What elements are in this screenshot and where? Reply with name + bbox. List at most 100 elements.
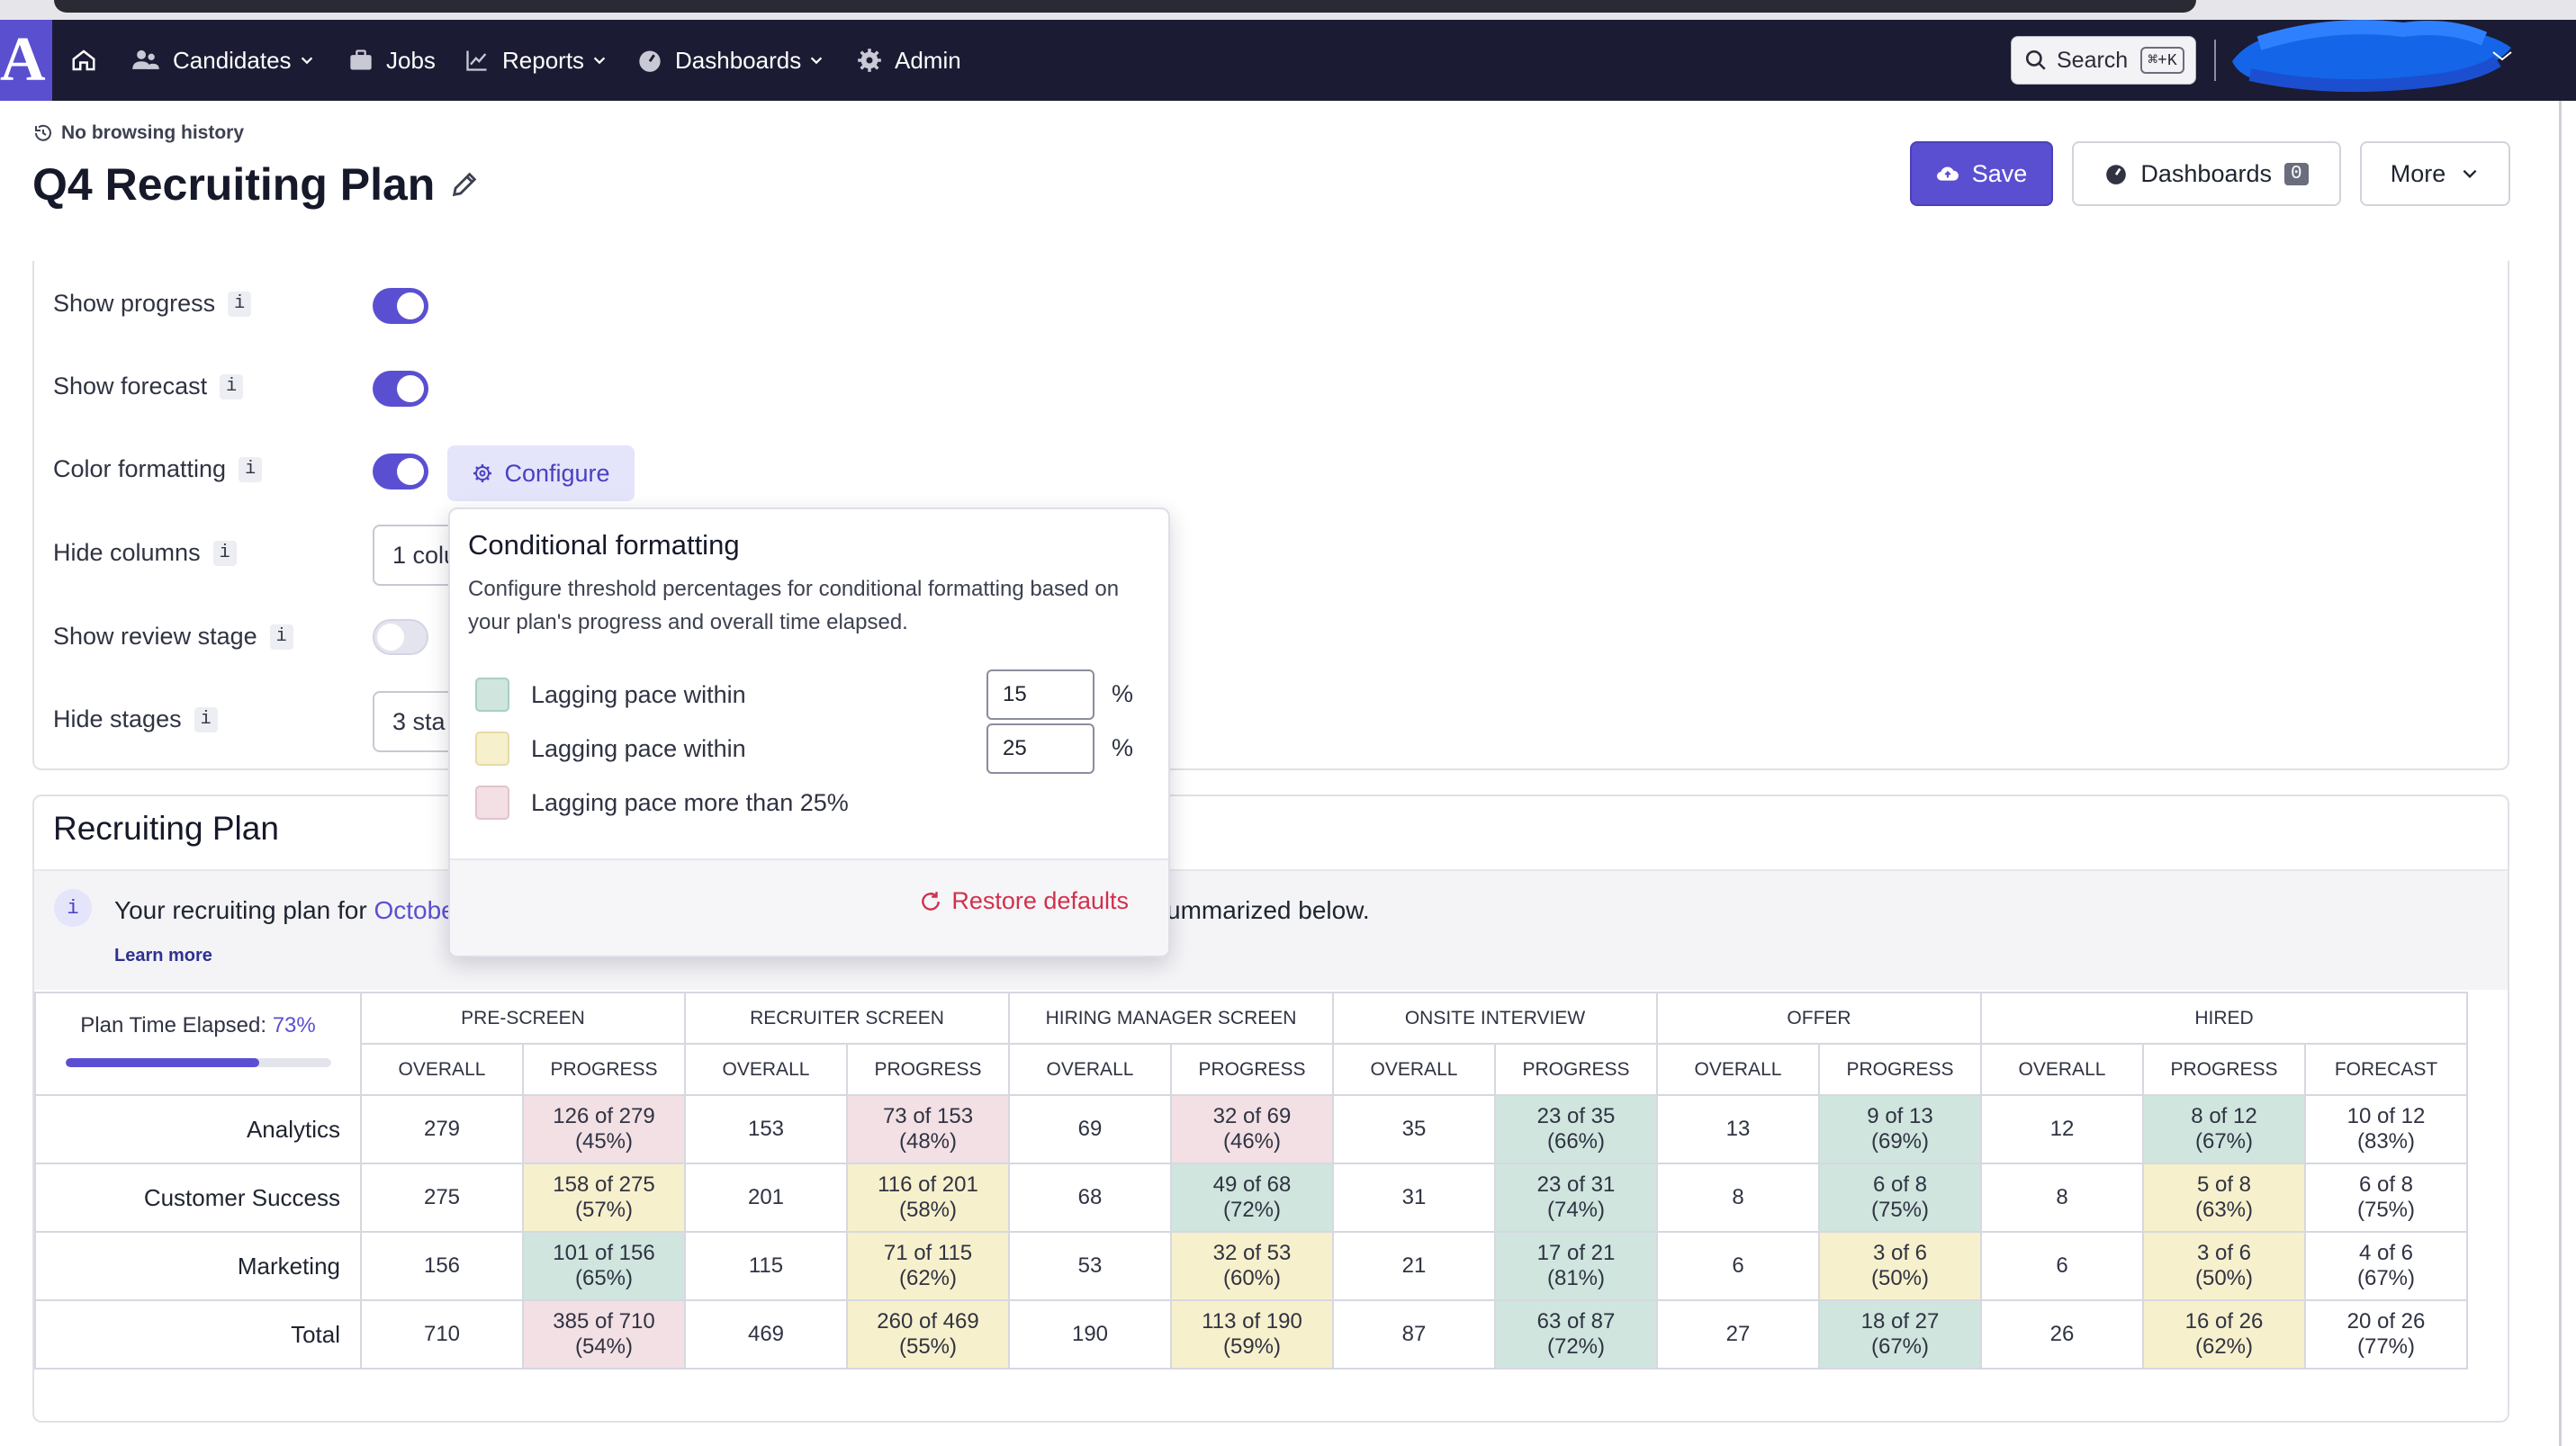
cell-value: 6 of 8: [1872, 1172, 1928, 1197]
cell-value: 275: [423, 1185, 461, 1209]
cell-value: 5 of 8: [2196, 1172, 2252, 1197]
browser-top-strip: [0, 0, 2576, 20]
table-cell: 31: [1332, 1163, 1496, 1233]
table-cell: 3 of 6 (50%): [2142, 1231, 2306, 1301]
cell-percent: (72%): [1222, 1198, 1282, 1222]
users-icon: [132, 49, 159, 69]
nav-dashboards-label: Dashboards: [675, 46, 802, 74]
banner-text-tail: ummarized below.: [1166, 896, 1370, 924]
cell-percent: (67%): [1870, 1334, 1930, 1359]
table-cell: 113 of 190 (59%): [1170, 1299, 1334, 1370]
table-cell: 279: [360, 1094, 524, 1164]
info-icon[interactable]: i: [194, 706, 218, 732]
table-cell: 469: [684, 1299, 848, 1370]
hide-stages-label: Hide stages i: [53, 705, 218, 733]
column-header-progress: PROGRESS: [1494, 1043, 1658, 1096]
cell-value: 17 of 21: [1536, 1241, 1616, 1265]
cell-value: 126 of 279: [553, 1104, 655, 1128]
cell-percent: (83%): [2356, 1129, 2416, 1154]
dashboards-button[interactable]: Dashboards 0: [2072, 141, 2341, 206]
table-cell: 68: [1008, 1163, 1172, 1233]
cell-value: 20 of 26: [2346, 1309, 2426, 1334]
show-review-stage-toggle[interactable]: [373, 619, 428, 655]
nav-dashboards[interactable]: Dashboards: [637, 20, 824, 101]
color-formatting-label: Color formatting i: [53, 455, 263, 483]
table-cell: 32 of 69 (46%): [1170, 1094, 1334, 1164]
chevron-down-icon: [593, 57, 606, 65]
table-cell: 6: [1980, 1231, 2144, 1301]
global-search-button[interactable]: Search ⌘+K: [2011, 36, 2196, 85]
hide-columns-select[interactable]: 1 colu: [373, 525, 463, 586]
recruiting-plan-table: Plan Time Elapsed: 73% PRE-SCREEN RECRUI…: [34, 992, 2468, 1370]
browsing-history[interactable]: No browsing history: [32, 122, 244, 144]
group-header: HIRED: [1980, 992, 2468, 1045]
cell-value: 63 of 87: [1536, 1309, 1616, 1334]
cell-percent: (75%): [2356, 1198, 2416, 1222]
nav-reports[interactable]: Reports: [464, 20, 608, 101]
info-icon[interactable]: i: [228, 291, 252, 317]
nav-admin[interactable]: Admin: [857, 20, 961, 101]
show-forecast-toggle[interactable]: [373, 371, 428, 407]
cell-percent: (57%): [574, 1198, 634, 1222]
table-cell: 17 of 21 (81%): [1494, 1231, 1658, 1301]
nav-candidates[interactable]: Candidates: [131, 20, 315, 101]
cell-value: 113 of 190: [1202, 1309, 1302, 1334]
cell-percent: (66%): [1546, 1129, 1606, 1154]
more-label: More: [2390, 159, 2446, 187]
page-title: Q4 Recruiting Plan: [32, 158, 480, 211]
banner-prefix: Your recruiting plan for: [114, 896, 374, 924]
app-logo[interactable]: A: [0, 20, 52, 101]
cell-value: 8 of 12: [2191, 1104, 2257, 1128]
configure-button[interactable]: Configure: [447, 445, 635, 501]
restore-defaults-button[interactable]: Restore defaults: [919, 887, 1129, 915]
more-button[interactable]: More: [2360, 141, 2510, 206]
nav-divider: [2214, 40, 2216, 81]
dashboards-count-badge: 0: [2283, 162, 2309, 185]
hide-stages-text: Hide stages: [53, 705, 182, 732]
cell-percent: (63%): [2194, 1198, 2254, 1222]
cell-percent: (81%): [1546, 1266, 1606, 1290]
cell-value: 469: [747, 1322, 785, 1346]
home-nav-link[interactable]: [70, 20, 110, 101]
chevron-down-icon: [2463, 169, 2477, 179]
hide-stages-select[interactable]: 3 sta: [373, 691, 463, 752]
info-icon[interactable]: i: [220, 373, 244, 400]
configure-label: Configure: [504, 459, 610, 487]
info-icon[interactable]: i: [212, 540, 237, 566]
green-threshold-input[interactable]: [986, 669, 1094, 720]
table-cell: 32 of 53 (60%): [1170, 1231, 1334, 1301]
show-progress-toggle[interactable]: [373, 288, 428, 324]
column-header-overall: OVERALL: [1656, 1043, 1820, 1096]
learn-more-link[interactable]: Learn more: [114, 946, 212, 965]
settings-panel: [32, 261, 2509, 770]
table-cell: 6: [1656, 1231, 1820, 1301]
cell-percent: (72%): [1546, 1334, 1606, 1359]
info-icon[interactable]: i: [269, 624, 293, 650]
threshold-label: Lagging pace within: [531, 734, 746, 762]
cell-percent: (48%): [898, 1129, 958, 1154]
info-icon[interactable]: i: [239, 456, 263, 482]
banner-period-link[interactable]: Octobe: [374, 896, 455, 924]
yellow-threshold-input[interactable]: [986, 723, 1094, 774]
group-header: RECRUITER SCREEN: [684, 992, 1010, 1045]
cell-value: 31: [1401, 1185, 1427, 1209]
popover-description: Configure threshold percentages for cond…: [468, 577, 1120, 634]
window-edge: [2559, 101, 2562, 1446]
elapsed-progress-fill: [65, 1058, 259, 1067]
cell-percent: (55%): [898, 1334, 958, 1359]
restore-defaults-label: Restore defaults: [951, 887, 1129, 914]
info-banner: [34, 871, 2508, 990]
save-button[interactable]: Save: [1910, 141, 2053, 206]
line-chart-icon: [466, 50, 487, 71]
nav-jobs[interactable]: Jobs: [348, 20, 436, 101]
color-formatting-toggle[interactable]: [373, 454, 428, 489]
cloud-upload-icon: [1936, 166, 1959, 181]
cell-value: 69: [1077, 1117, 1103, 1141]
user-menu-redacted[interactable]: [2223, 7, 2520, 97]
percent-sign: %: [1112, 680, 1134, 707]
cell-percent: (50%): [2194, 1266, 2254, 1290]
red-swatch: [475, 786, 509, 820]
cell-percent: (50%): [1870, 1266, 1930, 1290]
save-label: Save: [1971, 159, 2028, 187]
pencil-icon[interactable]: [449, 169, 480, 200]
